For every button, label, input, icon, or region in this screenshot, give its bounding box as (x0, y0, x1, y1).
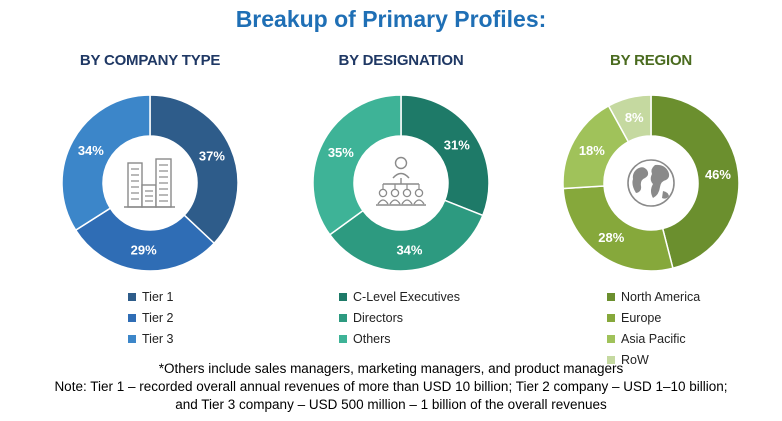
legend-label: Asia Pacific (621, 331, 686, 346)
page-title: Breakup of Primary Profiles: (235, 6, 547, 32)
legend-label: Tier 3 (142, 331, 174, 346)
legend-item: RoW (607, 349, 700, 370)
slice-label: 8% (625, 110, 644, 125)
legend-swatch (339, 313, 347, 322)
slice-label: 18% (579, 143, 605, 158)
slice-label: 31% (444, 138, 470, 153)
legend-label: Directors (353, 310, 404, 325)
legend-swatch (339, 334, 347, 343)
buildings-icon (124, 158, 175, 208)
legend-item: Others (339, 328, 460, 349)
legend-label: Tier 2 (142, 310, 174, 325)
footnote-tier-note: Note: Tier 1 – recorded overall annual r… (54, 379, 728, 394)
legend-item: Tier 1 (128, 286, 174, 307)
legend-swatch (128, 334, 136, 343)
designation-chart: BY DESIGNATION 31% 34% 35% C-Level Executi… (271, 52, 531, 352)
donut-chart: 31% 34% 35% (312, 94, 490, 272)
slice-label: 29% (131, 243, 157, 258)
company-type-chart: BY COMPANY TYPE 37% 29% 34% Tier 1 Tier 2 Ti… (20, 52, 280, 352)
legend-label: Tier 1 (142, 289, 174, 304)
legend-swatch (607, 334, 615, 343)
donut-slice (312, 94, 402, 236)
donut-slice (562, 185, 674, 272)
legend-label: RoW (621, 352, 649, 367)
footnote-others: *Others include sales managers, marketin… (158, 361, 624, 376)
legend-swatch (128, 313, 136, 322)
legend-item: Asia Pacific (607, 328, 700, 349)
globe-icon (627, 159, 675, 207)
legend-swatch (339, 292, 347, 301)
donut-slice (650, 94, 740, 270)
footnote-tier-note-cont: and Tier 3 company – USD 500 million – 1… (175, 397, 607, 412)
donut-slice (400, 94, 490, 217)
legend-swatch (607, 355, 615, 364)
donut-hole (104, 137, 196, 229)
slice-label: 28% (598, 230, 624, 245)
legend-item: Tier 2 (128, 307, 174, 328)
legend-label: Europe (621, 310, 662, 325)
legend-swatch (128, 292, 136, 301)
legend-swatch (607, 292, 615, 301)
donut-slice (607, 94, 652, 143)
donut-slice (61, 94, 151, 232)
chart-title: BY REGION (609, 52, 693, 69)
slice-label: 34% (78, 143, 104, 158)
donut-chart: 37% 29% 34% (61, 94, 239, 272)
legend-item: Directors (339, 307, 460, 328)
chart-legend: C-Level Executives Directors Others (339, 286, 460, 349)
legend-label: Others (353, 331, 391, 346)
chart-legend: Tier 1 Tier 2 Tier 3 (128, 286, 174, 349)
legend-label: C-Level Executives (353, 289, 460, 304)
legend-item: Tier 3 (128, 328, 174, 349)
donut-slice (74, 207, 216, 272)
donut-slice (328, 199, 484, 272)
chart-legend: North America Europe Asia Pacific RoW (607, 286, 700, 370)
slice-label: 37% (199, 149, 225, 164)
slice-label: 35% (328, 145, 354, 160)
legend-item: C-Level Executives (339, 286, 460, 307)
legend-swatch (607, 313, 615, 322)
legend-item: North America (607, 286, 700, 307)
legend-label: North America (621, 289, 701, 304)
chart-title: BY DESIGNATION (338, 52, 464, 69)
donut-chart: 46% 28% 18% 8% (562, 94, 740, 272)
slice-label: 34% (396, 242, 422, 257)
donut-slice (149, 94, 239, 245)
hierarchy-people-icon (376, 156, 426, 206)
slice-label: 46% (705, 167, 731, 182)
region-chart: BY REGION 46% 28% 18% 8% North America Europ… (521, 52, 781, 367)
chart-title: BY COMPANY TYPE (79, 52, 221, 69)
legend-item: Europe (607, 307, 700, 328)
